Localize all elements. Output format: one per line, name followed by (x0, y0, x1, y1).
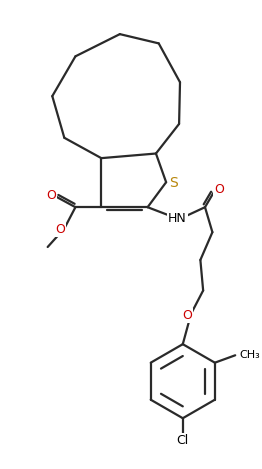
Text: O: O (46, 189, 56, 202)
Text: Cl: Cl (177, 434, 189, 447)
Text: CH₃: CH₃ (240, 350, 261, 360)
Text: HN: HN (168, 212, 187, 225)
Text: O: O (55, 223, 65, 236)
Text: O: O (214, 183, 224, 196)
Text: O: O (182, 309, 192, 322)
Text: S: S (169, 176, 178, 190)
